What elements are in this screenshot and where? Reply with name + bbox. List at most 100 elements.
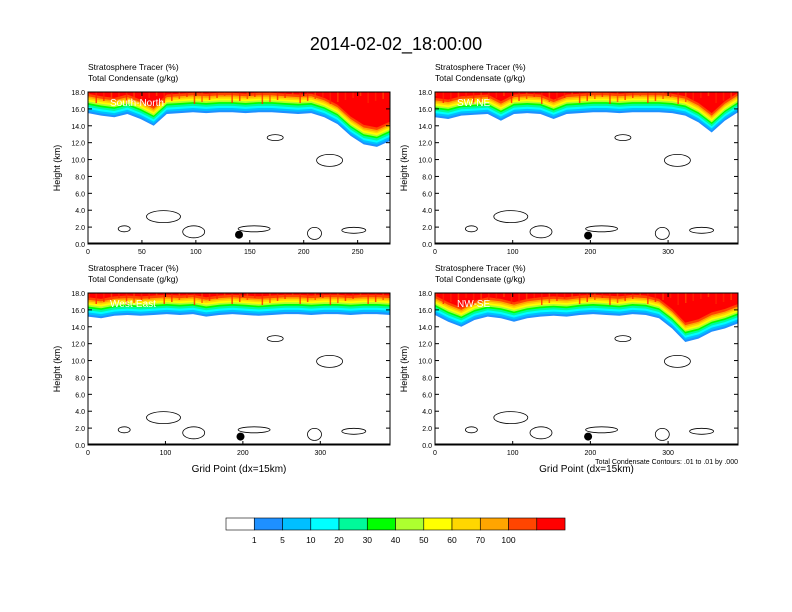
tracer-streak bbox=[155, 92, 158, 96]
contour-blob bbox=[182, 225, 206, 239]
tracer-streak bbox=[465, 92, 467, 97]
y-tick-label: 16.0 bbox=[418, 107, 432, 114]
contour-blob bbox=[464, 426, 478, 434]
tracer-streak bbox=[201, 293, 203, 303]
contour-blob bbox=[664, 153, 691, 167]
tracer-streak bbox=[269, 92, 271, 102]
tracer-streak bbox=[692, 293, 694, 301]
tracer-streak bbox=[306, 293, 309, 302]
tracer-streak bbox=[246, 92, 249, 99]
tracer-streak bbox=[103, 92, 105, 101]
panel-header-condensate: Total Condensate (g/kg) bbox=[88, 73, 178, 83]
plot-area bbox=[88, 293, 390, 445]
colorbar-label: 1 bbox=[252, 535, 257, 545]
tracer-streak bbox=[284, 293, 286, 299]
colorbar-label: 50 bbox=[419, 535, 429, 545]
y-axis-label: Height (km) bbox=[52, 145, 62, 192]
y-tick-label: 14.0 bbox=[418, 325, 432, 332]
tracer-streak bbox=[322, 92, 324, 97]
tracer-streak bbox=[578, 293, 581, 304]
figure-title: 2014-02-02_18:00:00 bbox=[310, 34, 482, 55]
tracer-streak bbox=[571, 92, 573, 96]
tracer-streak bbox=[359, 92, 362, 96]
y-tick-label: 18.0 bbox=[71, 291, 85, 298]
tracer-streak bbox=[140, 293, 143, 301]
tracer-field bbox=[435, 92, 738, 133]
colorbar-swatch bbox=[225, 517, 255, 531]
tracer-streak bbox=[503, 293, 505, 297]
tracer-streak bbox=[103, 293, 105, 302]
tracer-streak bbox=[510, 293, 513, 304]
tracer-streak bbox=[510, 92, 513, 103]
tracer-streak bbox=[261, 92, 264, 104]
colorbar-label: 60 bbox=[447, 535, 457, 545]
tracer-streak bbox=[609, 92, 611, 104]
x-tick-label: 200 bbox=[585, 450, 597, 457]
x-tick-label: 100 bbox=[190, 249, 202, 256]
tracer-streak bbox=[495, 92, 498, 98]
contour-blob bbox=[146, 411, 181, 425]
location-marker bbox=[235, 230, 243, 239]
tracer-streak bbox=[163, 293, 165, 304]
contour-blob bbox=[266, 134, 284, 142]
tracer-streak bbox=[178, 92, 181, 99]
tracer-streak bbox=[707, 92, 710, 96]
contour-blob bbox=[464, 225, 478, 233]
tracer-streak bbox=[367, 293, 369, 304]
panel-header-condensate: Total Condensate (g/kg) bbox=[435, 73, 525, 83]
tracer-streak bbox=[382, 293, 384, 300]
contour-blob bbox=[689, 427, 714, 435]
y-tick-label: 2.0 bbox=[75, 426, 85, 433]
x-tick-label: 100 bbox=[507, 249, 519, 256]
panel-header-condensate: Total Condensate (g/kg) bbox=[435, 274, 525, 284]
tracer-streak bbox=[518, 92, 520, 101]
tracer-streak bbox=[178, 293, 181, 300]
x-tick-label: 300 bbox=[662, 249, 674, 256]
contour-blob bbox=[585, 225, 618, 233]
tracer-streak bbox=[223, 293, 226, 297]
colorbar-label: 40 bbox=[391, 535, 401, 545]
contour-footnote: Total Condensate Contours: .01 to .01 by… bbox=[595, 459, 738, 466]
plot-frame bbox=[434, 292, 739, 446]
x-axis-label: Grid Point (dx=15km) bbox=[539, 464, 634, 475]
tracer-streak bbox=[374, 293, 377, 302]
y-tick-label: 0.0 bbox=[75, 443, 85, 450]
tracer-streak bbox=[254, 293, 256, 298]
tracer-streak bbox=[730, 92, 732, 99]
tracer-streak bbox=[639, 293, 641, 297]
tracer-streak bbox=[269, 293, 271, 303]
tracer-streak bbox=[110, 293, 113, 300]
x-tick-label: 250 bbox=[352, 249, 364, 256]
tracer-streak bbox=[284, 92, 286, 98]
tracer-streak bbox=[669, 92, 672, 97]
x-tick-label: 0 bbox=[433, 249, 437, 256]
colorbar-label: 5 bbox=[280, 535, 285, 545]
tracer-streak bbox=[148, 293, 150, 299]
tracer-streak bbox=[480, 293, 482, 303]
y-tick-label: 12.0 bbox=[418, 342, 432, 349]
tracer-streak bbox=[88, 92, 90, 96]
colorbar-swatch bbox=[479, 517, 509, 531]
tracer-streak bbox=[488, 92, 490, 100]
tracer-streak bbox=[594, 293, 596, 300]
y-tick-label: 0.0 bbox=[422, 443, 432, 450]
colorbar-swatch bbox=[395, 517, 425, 531]
colorbar-swatch bbox=[310, 517, 340, 531]
location-marker bbox=[584, 231, 593, 240]
y-tick-label: 12.0 bbox=[418, 141, 432, 148]
contour-blob bbox=[237, 426, 271, 434]
x-tick-label: 200 bbox=[298, 249, 310, 256]
tracer-streak bbox=[548, 92, 551, 102]
tracer-streak bbox=[382, 92, 384, 99]
y-tick-label: 8.0 bbox=[75, 174, 85, 181]
tracer-streak bbox=[133, 92, 135, 102]
plot-frame bbox=[434, 91, 739, 245]
colorbar-label: 10 bbox=[306, 535, 316, 545]
colorbar-label: 20 bbox=[334, 535, 344, 545]
tracer-streak bbox=[367, 92, 369, 103]
panel-header-condensate: Total Condensate (g/kg) bbox=[88, 274, 178, 284]
y-tick-label: 6.0 bbox=[75, 191, 85, 198]
tracer-streak bbox=[624, 293, 626, 301]
colorbar-label: 100 bbox=[501, 535, 515, 545]
